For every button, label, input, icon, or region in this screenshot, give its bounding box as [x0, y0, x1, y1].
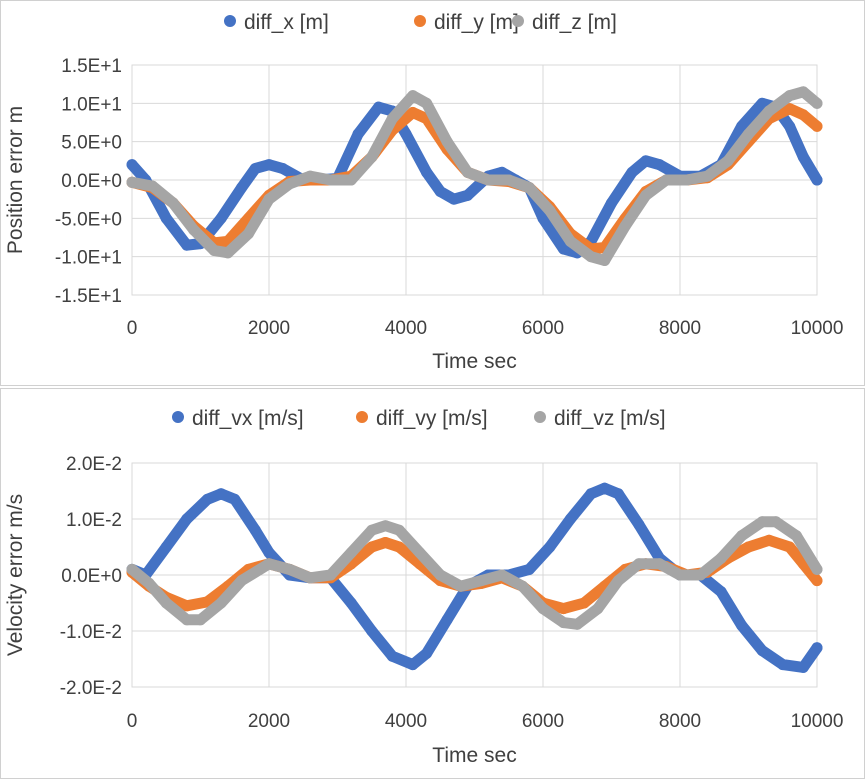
x-tick-label: 4000: [385, 318, 427, 339]
position-error-chart: 1.5E+1 1.0E+1 5.0E+0 0.0E+0 -5.0E+0 -1.0E+1 -1…: [4, 11, 843, 373]
chart1-frame: [0, 0, 865, 386]
y-axis-title: Position error m: [4, 106, 27, 254]
legend-marker: [172, 411, 184, 423]
y-tick-label: 2.0E-2: [66, 454, 122, 475]
y-tick-label: 0.0E+0: [61, 171, 122, 192]
x-axis-title: Time sec: [432, 744, 516, 767]
chart2-frame: [0, 388, 865, 779]
x-tick-label: 6000: [522, 318, 564, 339]
x-tick-label: 10000: [791, 711, 844, 732]
series-band: [126, 534, 823, 615]
legend-marker: [534, 411, 546, 423]
velocity-error-chart: 2.0E-2 1.0E-2 0.0E+0 -1.0E-2 -2.0E-20 2000 400…: [4, 407, 843, 767]
legend-label: diff_vx [m/s]: [192, 407, 304, 430]
y-tick-label: 1.0E-2: [66, 510, 122, 531]
y-tick-label: -1.0E+1: [55, 248, 122, 269]
series-band: [126, 516, 823, 630]
y-tick-label: -1.5E+1: [55, 286, 122, 307]
y-tick-label: 5.0E+0: [61, 133, 122, 154]
series-3: [126, 516, 823, 630]
legend-marker: [512, 15, 524, 27]
x-tick-label: 6000: [522, 711, 564, 732]
y-tick-label: -2.0E-2: [60, 678, 122, 699]
legend-label: diff_vy [m/s]: [376, 407, 488, 430]
legend-marker: [224, 15, 236, 27]
y-axis-title: Velocity error m/s: [4, 494, 27, 656]
legend-label: diff_y [m]: [434, 11, 519, 34]
x-tick-label: 2000: [248, 711, 290, 732]
x-tick-label: 0: [127, 318, 138, 339]
legend-label: diff_x [m]: [244, 11, 329, 34]
legend-label: diff_z [m]: [532, 11, 617, 34]
y-tick-label: 1.5E+1: [61, 56, 122, 77]
series-3: [126, 86, 823, 266]
y-tick-label: -1.0E-2: [60, 622, 122, 643]
legend-marker: [414, 15, 426, 27]
legend-label: diff_vz [m/s]: [554, 407, 666, 430]
y-tick-label: 0.0E+0: [61, 566, 122, 587]
y-tick-label: -5.0E+0: [55, 209, 122, 230]
x-tick-label: 2000: [248, 318, 290, 339]
x-tick-label: 4000: [385, 711, 427, 732]
legend-marker: [356, 411, 368, 423]
x-tick-label: 10000: [791, 318, 844, 339]
x-tick-label: 0: [127, 711, 138, 732]
x-tick-label: 8000: [659, 711, 701, 732]
series-2: [126, 534, 823, 615]
x-tick-label: 8000: [659, 318, 701, 339]
series-band: [126, 86, 823, 266]
x-axis-title: Time sec: [432, 350, 516, 373]
y-tick-label: 1.0E+1: [61, 94, 122, 115]
